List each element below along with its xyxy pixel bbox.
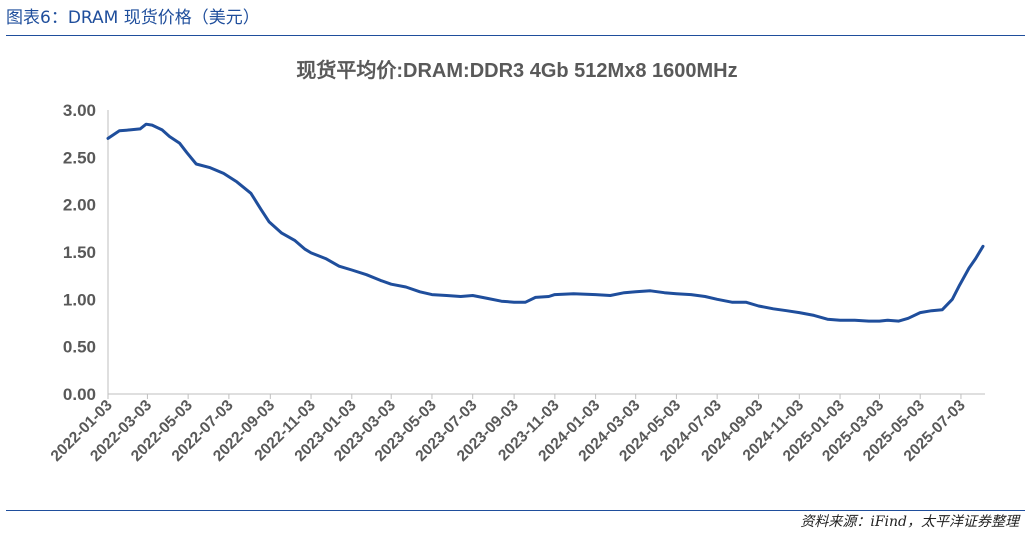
y-tick-label: 3.00: [63, 101, 96, 120]
y-tick-label: 1.50: [63, 243, 96, 262]
source-note: 资料来源：iFind，太平洋证券整理: [800, 514, 1019, 530]
price-series-line: [106, 122, 985, 323]
y-tick-label: 0.00: [63, 385, 96, 404]
top-rule: [6, 35, 1025, 36]
bottom-rule: [6, 510, 1025, 511]
x-tick-marks: [107, 394, 962, 399]
chart-title: 现货平均价:DRAM:DDR3 4Gb 512Mx8 1600MHz: [296, 58, 737, 82]
y-tick-label: 1.00: [63, 290, 96, 309]
y-tick-label: 2.00: [63, 196, 96, 215]
y-tick-label: 2.50: [63, 148, 96, 167]
figure-caption: 图表6：DRAM 现货价格（美元）: [6, 8, 260, 28]
y-tick-label: 0.50: [63, 338, 96, 357]
x-tick-labels: 2022-01-032022-03-032022-05-032022-07-03…: [48, 397, 969, 465]
y-tick-labels: 0.00 0.50 1.00 1.50 2.00 2.50 3.00: [63, 101, 96, 404]
